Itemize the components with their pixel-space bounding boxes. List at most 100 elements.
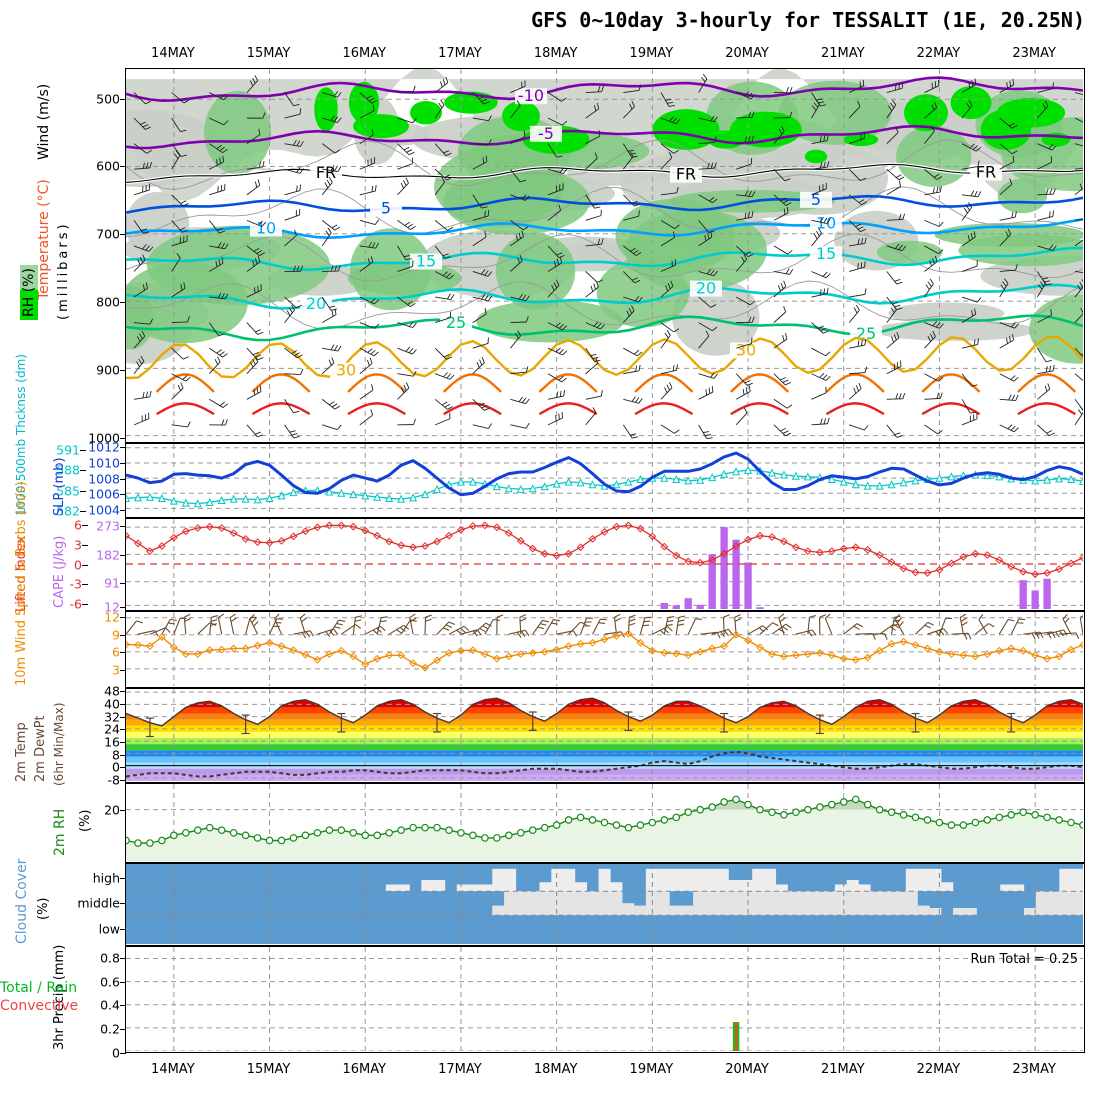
- li-cape-panel[interactable]: [125, 518, 1085, 611]
- rh-tick-20: 20: [104, 802, 120, 818]
- tickmark: [120, 634, 126, 636]
- precip-bars: [732, 1022, 740, 1051]
- temp2m-line: [126, 697, 1083, 727]
- tickmark: [80, 470, 86, 472]
- thickness-axis: 591 588 585 582: [20, 442, 86, 519]
- temp-dewpt-panel[interactable]: [125, 688, 1085, 783]
- precip-tick-0: 0: [112, 1045, 120, 1061]
- wind-tick-12: 12: [104, 609, 120, 625]
- temp-tick-40: 40: [104, 696, 120, 712]
- tickmark: [120, 877, 126, 879]
- precip-panel[interactable]: Run Total = 0.25: [125, 946, 1085, 1053]
- tickmark: [120, 1053, 126, 1054]
- date-tick-14may: 14MAY: [151, 46, 195, 61]
- wind10m-barbs: [126, 613, 1083, 640]
- cape-axis: 273 182 91 12: [60, 518, 126, 615]
- axis-label-temp2m: 2m Temp: [14, 722, 29, 782]
- slp-tick-1010: 1010: [88, 455, 120, 471]
- cloud-tick-high: high: [92, 870, 120, 886]
- run-total-label: Run Total = 0.25: [970, 952, 1078, 967]
- date-tick-19may: 19MAY: [629, 46, 674, 61]
- tickmark: [82, 584, 88, 586]
- axis-label-precip-total: Total / Rain: [0, 980, 78, 996]
- slp-thickness-panel[interactable]: [125, 443, 1085, 518]
- axis-label-slp: SLP (mb): [52, 457, 67, 516]
- tickmark: [82, 604, 88, 606]
- tickmark: [120, 691, 126, 693]
- cape-tick-12: 12: [104, 599, 120, 615]
- wind-tick-3: 3: [112, 662, 120, 678]
- li-tick-0: 0: [74, 557, 82, 572]
- tickmark: [120, 1005, 126, 1007]
- cloud-tick-middle: middle: [77, 895, 120, 911]
- tickmark: [120, 729, 126, 731]
- pressure-tick-500: 500: [96, 91, 120, 106]
- slp-tick-1004: 1004: [88, 502, 120, 518]
- pressure-tick-900: 900: [96, 362, 120, 378]
- svg-text:20: 20: [306, 294, 326, 313]
- svg-text:30: 30: [336, 361, 356, 380]
- svg-text:FR: FR: [676, 165, 696, 184]
- date-tick-22may: 22MAY: [916, 1062, 961, 1077]
- svg-text:15: 15: [416, 252, 436, 271]
- tickmark: [82, 564, 88, 566]
- slp-axis: 1012 1010 1008 1006 1004: [60, 439, 126, 518]
- thk-tick-582: 582: [56, 503, 80, 519]
- tickmark: [120, 301, 126, 303]
- page-title: GFS 0~10day 3-hourly for TESSALIT (1E, 2…: [531, 8, 1085, 32]
- tickmark: [120, 478, 126, 480]
- rh2m-fill: [126, 799, 1083, 861]
- minmax-whiskers: [145, 711, 1016, 738]
- date-axis-top: 14MAY 15MAY 16MAY 17MAY 18MAY 19MAY 20MAY 21MAY…: [110, 46, 1085, 64]
- date-tick-14may: 14MAY: [151, 1062, 195, 1077]
- slp-tick-1008: 1008: [88, 471, 120, 487]
- tickmark: [120, 809, 126, 811]
- tickmark: [120, 957, 126, 959]
- axis-label-wind10m: 10m Wind Speed & Barbs (m/s): [14, 481, 29, 686]
- rh2m-panel[interactable]: [125, 783, 1085, 863]
- wind10m-panel[interactable]: [125, 611, 1085, 688]
- tickmark: [80, 511, 86, 513]
- tickmark: [120, 437, 126, 439]
- cape-tick-91: 91: [104, 575, 120, 591]
- tickmark: [120, 462, 126, 464]
- li-tick-6: 6: [74, 517, 82, 533]
- axis-label-cloud: Cloud Cover: [14, 858, 30, 944]
- tickmark: [120, 670, 126, 672]
- tickmark: [120, 703, 126, 705]
- date-tick-15may: 15MAY: [246, 1062, 291, 1077]
- svg-text:FR: FR: [316, 163, 336, 182]
- gridlines: [126, 864, 1083, 944]
- date-tick-16may: 16MAY: [342, 46, 387, 61]
- tickmark: [80, 490, 86, 492]
- axis-label-rh2m-unit: (%): [78, 809, 93, 833]
- axis-label-cloud-unit: (%): [36, 897, 51, 921]
- upper-air-panel[interactable]: -10 -5 FR FR FR 5 5 10 10 15 15 20 20 25 25 30 30: [125, 68, 1085, 443]
- tickmark: [120, 754, 126, 756]
- cloud-tick-low: low: [98, 921, 120, 937]
- axis-label-minmax: (6hr Min/Max): [52, 702, 66, 787]
- tickmark: [120, 716, 126, 718]
- axis-label-wind: Wind (m/s): [36, 83, 52, 160]
- tickmark: [82, 544, 88, 546]
- rh-high-cores: [314, 81, 1071, 164]
- tickmark: [120, 554, 126, 556]
- date-tick-16may: 16MAY: [342, 1062, 387, 1077]
- tickmark: [120, 526, 126, 528]
- tickmark: [120, 234, 126, 236]
- rh2m-axis: 20: [60, 783, 126, 863]
- axis-label-rh2m: 2m RH: [52, 808, 68, 856]
- cloud-axis: high middle low: [25, 863, 126, 946]
- thk-tick-585: 585: [56, 483, 80, 499]
- date-tick-20may: 20MAY: [725, 1062, 769, 1077]
- temp-tick--8: -8: [107, 772, 120, 788]
- cloud-cover-panel[interactable]: [125, 863, 1085, 946]
- svg-text:20: 20: [696, 279, 716, 298]
- tickmark: [120, 607, 126, 609]
- gridlines: [126, 947, 1083, 1051]
- tickmark: [120, 929, 126, 931]
- tickmark: [120, 369, 126, 371]
- cape-bars: [660, 527, 1051, 609]
- cape-tick-182: 182: [96, 547, 120, 563]
